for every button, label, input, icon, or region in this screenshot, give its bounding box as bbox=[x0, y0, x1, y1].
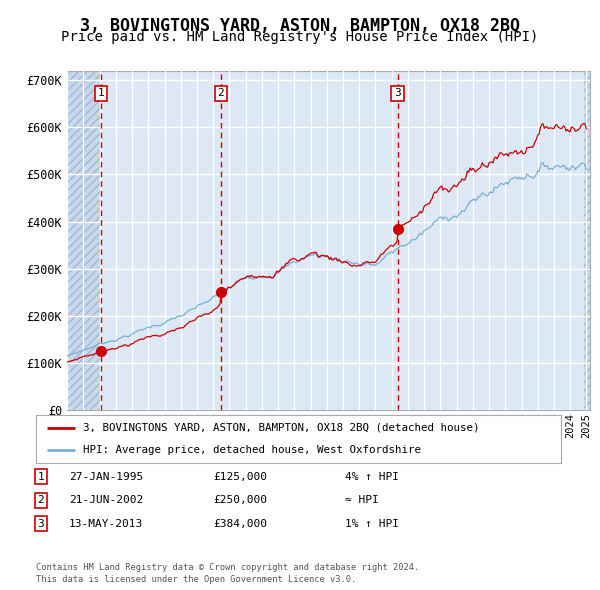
Bar bbox=[67, 71, 101, 410]
Text: 1: 1 bbox=[97, 88, 104, 99]
Text: £384,000: £384,000 bbox=[213, 519, 267, 529]
Text: 3: 3 bbox=[394, 88, 401, 99]
Text: 21-JUN-2002: 21-JUN-2002 bbox=[69, 496, 143, 505]
Text: 1% ↑ HPI: 1% ↑ HPI bbox=[345, 519, 399, 529]
Text: This data is licensed under the Open Government Licence v3.0.: This data is licensed under the Open Gov… bbox=[36, 575, 356, 584]
Text: 27-JAN-1995: 27-JAN-1995 bbox=[69, 472, 143, 481]
Bar bbox=[584, 71, 590, 410]
Text: HPI: Average price, detached house, West Oxfordshire: HPI: Average price, detached house, West… bbox=[83, 445, 421, 455]
Text: Contains HM Land Registry data © Crown copyright and database right 2024.: Contains HM Land Registry data © Crown c… bbox=[36, 563, 419, 572]
Text: 13-MAY-2013: 13-MAY-2013 bbox=[69, 519, 143, 529]
Bar bbox=[67, 71, 101, 410]
Text: 1: 1 bbox=[37, 472, 44, 481]
Bar bbox=[584, 71, 590, 410]
Text: 3, BOVINGTONS YARD, ASTON, BAMPTON, OX18 2BQ: 3, BOVINGTONS YARD, ASTON, BAMPTON, OX18… bbox=[80, 17, 520, 35]
Text: 4% ↑ HPI: 4% ↑ HPI bbox=[345, 472, 399, 481]
Text: £250,000: £250,000 bbox=[213, 496, 267, 505]
Text: 3: 3 bbox=[37, 519, 44, 529]
Text: 3, BOVINGTONS YARD, ASTON, BAMPTON, OX18 2BQ (detached house): 3, BOVINGTONS YARD, ASTON, BAMPTON, OX18… bbox=[83, 423, 480, 433]
Text: 2: 2 bbox=[217, 88, 224, 99]
Text: ≈ HPI: ≈ HPI bbox=[345, 496, 379, 505]
Text: 2: 2 bbox=[37, 496, 44, 505]
Text: £125,000: £125,000 bbox=[213, 472, 267, 481]
Text: Price paid vs. HM Land Registry's House Price Index (HPI): Price paid vs. HM Land Registry's House … bbox=[61, 30, 539, 44]
